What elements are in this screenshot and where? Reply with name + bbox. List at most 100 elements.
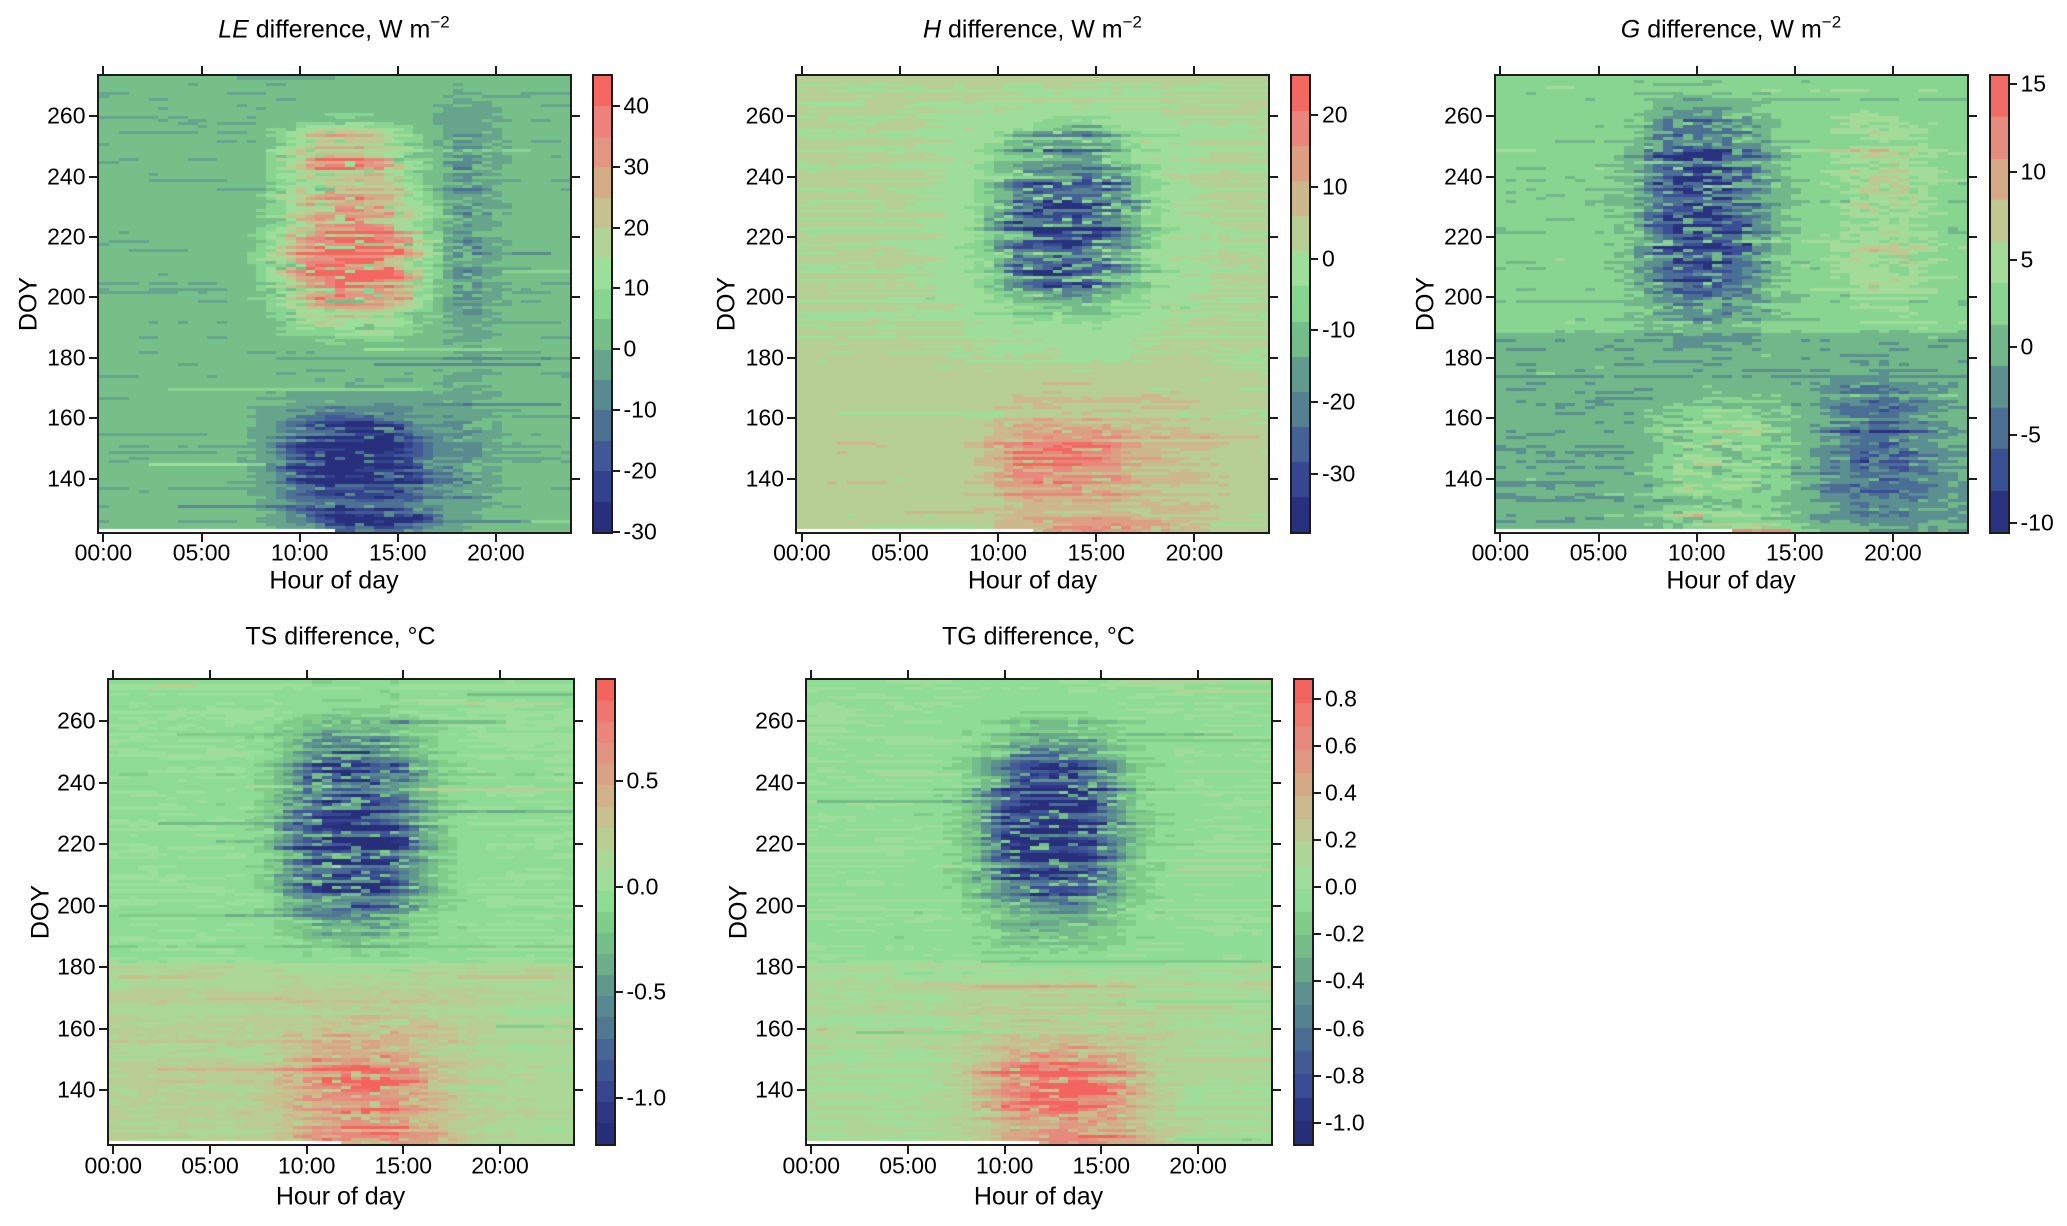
cb-tick-label-LE-4: 0 [623,335,637,362]
y-tick-label-TG-1: 160 [755,1015,794,1042]
y-tick-label-LE-6: 260 [47,102,86,129]
x-tick-bottom-TG-0 [810,1146,813,1154]
cb-tick-label-TG-8: -0.8 [1325,1062,1365,1089]
y-tick-right-TG-3 [1272,904,1281,907]
cb-tick-label-H-1: 10 [1322,173,1348,200]
panel-title-TG-part0: TG difference, °C [942,622,1135,651]
cb-tick-TG-3 [1314,839,1321,842]
cb-tick-label-TG-2: 0.4 [1325,779,1357,806]
cb-tick-label-H-2: 0 [1322,245,1335,272]
heatmap-LE [96,73,572,534]
x-tick-label-LE-0: 00:00 [74,539,133,566]
cb-tick-H-3 [1311,329,1318,332]
y-tick-left-TS-6 [98,720,107,723]
panel-title-TS: TS difference, °C [245,623,435,652]
x-tick-top-H-3 [1095,65,1098,74]
x-tick-top-LE-4 [494,65,497,74]
cb-tick-label-LE-5: -10 [623,396,657,423]
cb-tick-G-0 [2009,83,2017,86]
y-tick-right-TG-1 [1272,1027,1281,1030]
cb-tick-LE-2 [612,226,620,229]
x-tick-label-TS-4: 20:00 [471,1152,529,1178]
x-tick-label-H-0: 00:00 [773,539,831,566]
y-tick-label-TG-2: 180 [755,953,794,980]
cb-tick-label-TG-3: 0.2 [1325,826,1357,853]
cb-tick-label-TG-4: 0.0 [1325,873,1357,900]
x-tick-top-TS-3 [402,670,405,678]
x-tick-top-G-4 [1891,65,1894,74]
x-tick-bottom-G-0 [1499,533,1502,542]
y-tick-left-TS-4 [98,843,107,846]
y-tick-label-LE-0: 140 [47,465,86,492]
cb-tick-label-TG-0: 0.8 [1325,685,1357,712]
y-tick-right-G-5 [1968,175,1977,178]
x-tick-label-H-2: 10:00 [969,539,1027,566]
y-tick-left-H-5 [787,175,795,178]
panel-title-LE: LE difference, W m−2 [218,12,450,44]
x-tick-bottom-G-4 [1891,533,1894,542]
panel-title-TG: TG difference, °C [942,623,1135,652]
x-tick-top-TS-0 [112,670,115,678]
cb-tick-label-TS-2: -0.5 [626,978,667,1005]
x-tick-bottom-LE-3 [396,533,399,542]
y-tick-right-LE-6 [571,115,580,118]
y-tick-right-G-1 [1968,417,1977,420]
x-tick-label-LE-4: 20:00 [467,539,525,566]
cb-tick-TG-1 [1314,744,1321,747]
y-tick-left-TS-1 [98,1027,107,1030]
cb-tick-label-LE-6: -20 [623,457,657,484]
cb-tick-TG-0 [1314,697,1321,700]
cb-tick-label-G-2: 5 [2020,246,2034,273]
cb-tick-LE-5 [612,408,620,411]
cb-tick-TG-2 [1314,792,1321,795]
colorbar-LE [591,73,613,534]
y-tick-right-G-0 [1968,477,1977,480]
y-tick-left-LE-0 [88,477,97,480]
x-tick-label-G-2: 10:00 [1667,539,1726,566]
cb-tick-TG-7 [1314,1027,1321,1030]
panel-title-G: G difference, W m−2 [1621,12,1841,44]
x-axis-title-G: Hour of day [1666,566,1796,595]
y-tick-left-TG-5 [796,781,805,784]
y-axis-title-TS: DOY [26,884,54,940]
x-tick-bottom-G-3 [1793,533,1796,542]
y-tick-label-LE-3: 200 [47,283,86,310]
y-tick-label-TS-6: 260 [57,707,96,734]
x-tick-label-TS-2: 10:00 [277,1152,336,1178]
x-tick-label-LE-3: 15:00 [369,539,427,566]
y-tick-right-TS-1 [574,1027,583,1030]
x-tick-top-H-4 [1193,65,1196,74]
x-tick-bottom-LE-1 [200,533,203,542]
x-tick-label-TG-2: 10:00 [975,1152,1034,1178]
x-tick-top-TG-2 [1003,670,1006,678]
y-tick-left-TG-0 [796,1089,805,1092]
x-tick-label-G-1: 05:00 [1569,539,1628,566]
y-tick-left-H-0 [787,477,795,480]
y-tick-label-H-3: 200 [745,283,784,310]
x-tick-bottom-G-1 [1597,533,1600,542]
y-tick-right-G-2 [1968,356,1977,359]
y-tick-label-G-3: 200 [1444,283,1483,310]
cb-tick-label-TG-5: -0.2 [1325,920,1365,947]
x-axis-title-TG: Hour of day [973,1182,1104,1211]
y-tick-right-TG-4 [1272,843,1281,846]
x-tick-top-TG-0 [810,670,813,678]
cb-tick-label-TG-7: -0.6 [1325,1015,1365,1042]
y-tick-label-LE-4: 220 [47,223,86,250]
y-tick-label-H-5: 240 [745,163,784,190]
y-tick-label-LE-1: 160 [47,404,86,431]
y-tick-label-TG-0: 140 [755,1076,794,1103]
cb-tick-H-4 [1311,401,1318,404]
cb-tick-TS-3 [615,1096,623,1099]
y-axis-title-H: DOY [712,276,741,331]
y-tick-left-TS-3 [98,904,107,907]
x-tick-bottom-LE-4 [494,533,497,542]
x-tick-bottom-TS-0 [112,1146,115,1154]
x-tick-bottom-H-2 [997,533,1000,542]
colorbar-H [1290,73,1311,534]
x-tick-top-H-2 [997,65,1000,74]
cb-tick-LE-7 [612,530,620,533]
x-tick-label-TG-1: 05:00 [879,1152,937,1178]
x-tick-label-H-3: 15:00 [1067,539,1126,566]
x-tick-top-LE-1 [200,65,203,74]
